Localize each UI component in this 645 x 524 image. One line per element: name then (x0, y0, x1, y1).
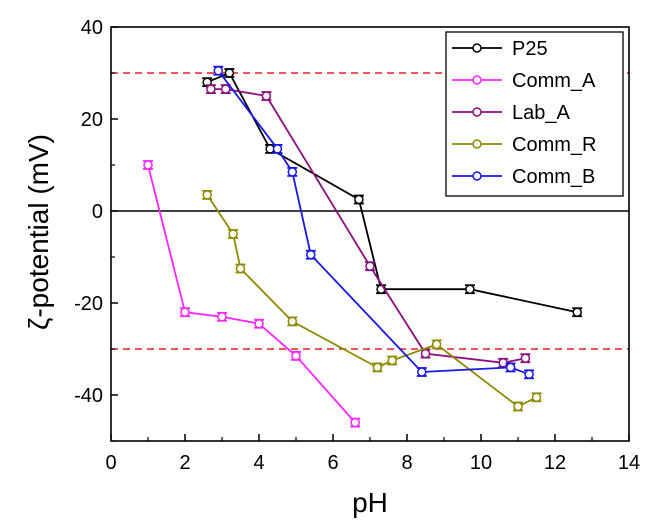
data-point (235, 263, 246, 274)
x-tick-label: 14 (618, 452, 640, 474)
data-point (213, 65, 224, 76)
y-tick-label: 0 (92, 201, 103, 223)
data-point (572, 307, 582, 317)
x-tick-label: 10 (470, 452, 492, 474)
data-point (287, 167, 298, 177)
legend: P25 Comm_A Lab_A Comm_R Comm_B (445, 31, 624, 197)
data-point (365, 261, 375, 271)
data-point (291, 351, 301, 361)
data-point (228, 229, 238, 239)
data-point (217, 312, 227, 322)
y-tick-label: 40 (81, 17, 103, 39)
data-point (202, 190, 212, 200)
series-line-Comm_R (206, 194, 537, 408)
x-tick-label: 4 (253, 452, 264, 474)
data-point (420, 348, 431, 359)
legend-label: Comm_R (512, 134, 596, 156)
axes: 0 2 4 6 8 10 12 14 -40 -20 0 20 40 (74, 17, 640, 474)
y-axis-title: ζ-potential (mV) (23, 134, 54, 330)
data-point (180, 307, 190, 317)
legend-swatch-marker (472, 43, 482, 53)
legend-swatch-marker (472, 75, 482, 85)
y-tick-label: 20 (81, 109, 103, 131)
data-point (254, 318, 264, 329)
x-tick-label: 6 (327, 452, 338, 474)
series-line-Comm_A (147, 164, 356, 424)
data-point (520, 353, 531, 363)
x-tick-label: 8 (401, 452, 412, 474)
data-point (350, 417, 360, 428)
data-point (387, 355, 397, 366)
reference-lines (111, 72, 629, 350)
data-point (531, 392, 542, 403)
data-point (287, 316, 298, 327)
data-point (524, 369, 534, 380)
legend-label: Comm_A (512, 70, 596, 92)
legend-label: P25 (512, 38, 548, 60)
y-tick-label: -20 (74, 293, 103, 315)
x-axis-title: pH (352, 487, 388, 518)
x-tick-label: 0 (105, 452, 116, 474)
data-point (465, 284, 475, 294)
data-point (372, 362, 383, 373)
legend-swatch-marker (472, 139, 482, 149)
x-tick-label: 2 (179, 452, 190, 474)
data-point (306, 249, 316, 260)
data-point (431, 339, 442, 350)
data-point (505, 362, 516, 373)
data-point (272, 144, 283, 154)
legend-swatch-marker (472, 171, 482, 181)
legend-swatch-marker (472, 107, 482, 117)
data-point (417, 367, 427, 377)
data-point (513, 401, 523, 412)
series-layer (143, 65, 583, 428)
legend-label: Lab_A (512, 102, 570, 124)
legend-label: Comm_B (512, 166, 595, 188)
data-point (224, 68, 235, 78)
data-point (261, 91, 272, 101)
data-point (206, 84, 216, 94)
data-point (143, 160, 153, 170)
y-tick-label: -40 (74, 385, 103, 407)
x-tick-label: 12 (544, 452, 566, 474)
data-point (354, 194, 364, 205)
data-point (220, 84, 231, 94)
